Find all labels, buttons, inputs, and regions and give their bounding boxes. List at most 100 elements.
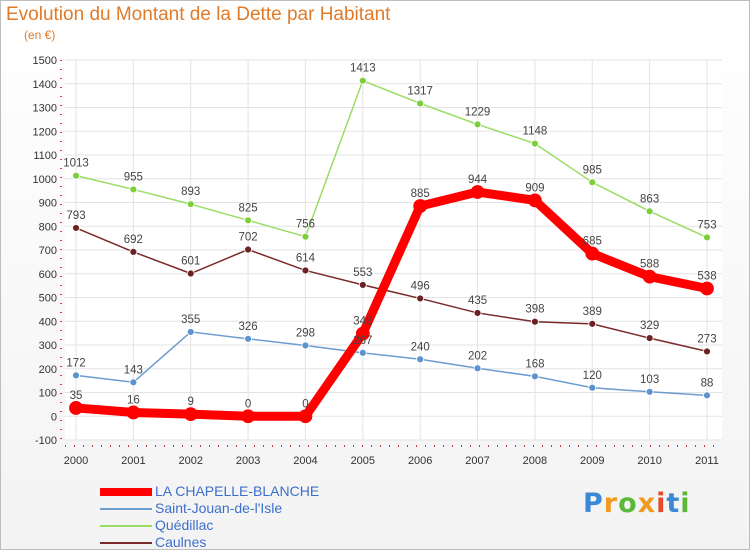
data-point bbox=[531, 372, 539, 381]
legend-label: Quédillac bbox=[155, 517, 214, 533]
y-tick-label: 1000 bbox=[33, 174, 57, 186]
data-label: 885 bbox=[411, 188, 430, 200]
data-label: 168 bbox=[525, 358, 544, 370]
data-label: 496 bbox=[411, 280, 430, 292]
data-label: 685 bbox=[583, 236, 602, 248]
data-point bbox=[69, 401, 83, 415]
data-label: 1413 bbox=[350, 63, 376, 75]
legend-label: Caulnes bbox=[155, 534, 207, 550]
y-tick-label: 0 bbox=[51, 411, 57, 423]
x-tick-label: 2004 bbox=[293, 455, 317, 467]
data-point bbox=[585, 246, 600, 261]
data-point bbox=[129, 378, 138, 387]
legend-swatch bbox=[100, 488, 152, 496]
data-point bbox=[588, 383, 597, 392]
data-label: 702 bbox=[238, 232, 257, 244]
data-point bbox=[129, 247, 138, 256]
data-point bbox=[244, 216, 252, 225]
data-label: 955 bbox=[124, 171, 143, 183]
data-label: 753 bbox=[697, 219, 716, 231]
x-tick-label: 2000 bbox=[64, 455, 88, 467]
data-point bbox=[186, 328, 195, 336]
data-label: 398 bbox=[525, 304, 544, 316]
data-point bbox=[473, 120, 482, 129]
data-point bbox=[645, 207, 654, 216]
data-point bbox=[588, 178, 597, 187]
data-point bbox=[72, 224, 80, 232]
series-line bbox=[71, 187, 712, 421]
data-label: 601 bbox=[181, 256, 200, 268]
legend-swatch bbox=[100, 525, 152, 527]
data-label: 553 bbox=[353, 267, 372, 279]
chart-subtitle: (en €) bbox=[24, 28, 56, 42]
data-point bbox=[126, 405, 141, 420]
data-label: 893 bbox=[181, 186, 200, 198]
data-point bbox=[473, 364, 482, 373]
data-label: 267 bbox=[353, 335, 372, 347]
series-line bbox=[75, 331, 708, 397]
data-label: 389 bbox=[583, 306, 602, 318]
x-tick-label: 2003 bbox=[236, 455, 260, 467]
data-point bbox=[244, 334, 252, 343]
logo-letter: r bbox=[603, 488, 619, 519]
data-label: 985 bbox=[583, 164, 602, 176]
data-point bbox=[413, 199, 428, 213]
data-label: 329 bbox=[640, 320, 659, 332]
data-label: 863 bbox=[640, 193, 659, 205]
data-point bbox=[528, 193, 542, 208]
y-tick-label: 1500 bbox=[33, 55, 57, 67]
x-tick-label: 2008 bbox=[523, 455, 547, 467]
data-point bbox=[531, 317, 539, 326]
data-label: 1148 bbox=[523, 126, 548, 138]
data-label: 103 bbox=[640, 374, 659, 386]
x-tick-label: 2006 bbox=[408, 455, 432, 467]
data-point bbox=[301, 341, 310, 350]
data-point bbox=[244, 245, 252, 254]
data-point bbox=[301, 266, 310, 275]
data-point bbox=[703, 347, 711, 356]
data-point bbox=[642, 269, 657, 284]
data-label: 1317 bbox=[407, 85, 433, 97]
data-label: 172 bbox=[66, 357, 85, 369]
x-tick-label: 2007 bbox=[465, 455, 489, 467]
data-label: 202 bbox=[468, 350, 487, 362]
y-tick-label: 900 bbox=[39, 198, 57, 210]
logo-letter: i bbox=[680, 488, 691, 519]
data-label: 588 bbox=[640, 259, 659, 271]
data-label: 435 bbox=[468, 295, 487, 307]
data-point bbox=[355, 326, 370, 341]
data-point bbox=[470, 185, 485, 199]
data-point bbox=[531, 139, 539, 148]
data-label: 273 bbox=[697, 333, 716, 345]
data-point bbox=[703, 233, 711, 242]
data-point bbox=[358, 281, 367, 289]
data-label: 825 bbox=[238, 202, 257, 214]
data-label: 9 bbox=[188, 396, 194, 408]
data-point bbox=[703, 391, 711, 400]
logo-letter: P bbox=[583, 488, 604, 519]
data-point bbox=[186, 269, 195, 278]
y-tick-label: 500 bbox=[39, 293, 57, 305]
data-point bbox=[358, 348, 367, 357]
data-label: 692 bbox=[124, 234, 143, 246]
data-point bbox=[72, 171, 80, 180]
data-label: 1229 bbox=[465, 106, 491, 118]
data-label: 0 bbox=[302, 398, 308, 410]
data-label: 16 bbox=[127, 394, 140, 406]
data-label: 298 bbox=[296, 327, 315, 339]
x-tick-label: 2009 bbox=[580, 455, 604, 467]
series-line bbox=[75, 79, 708, 239]
legend-label: LA CHAPELLE-BLANCHE bbox=[155, 483, 320, 499]
data-point bbox=[645, 334, 654, 343]
data-point bbox=[416, 355, 425, 364]
data-label: 944 bbox=[468, 174, 488, 186]
x-tick-label: 2005 bbox=[351, 455, 375, 467]
data-point bbox=[645, 387, 654, 396]
data-label: 355 bbox=[181, 314, 200, 326]
y-tick-label: 600 bbox=[39, 269, 57, 281]
legend-swatch bbox=[100, 542, 152, 544]
y-tick-label: 1100 bbox=[33, 150, 57, 162]
data-point bbox=[298, 409, 313, 424]
data-label: 88 bbox=[701, 377, 714, 389]
